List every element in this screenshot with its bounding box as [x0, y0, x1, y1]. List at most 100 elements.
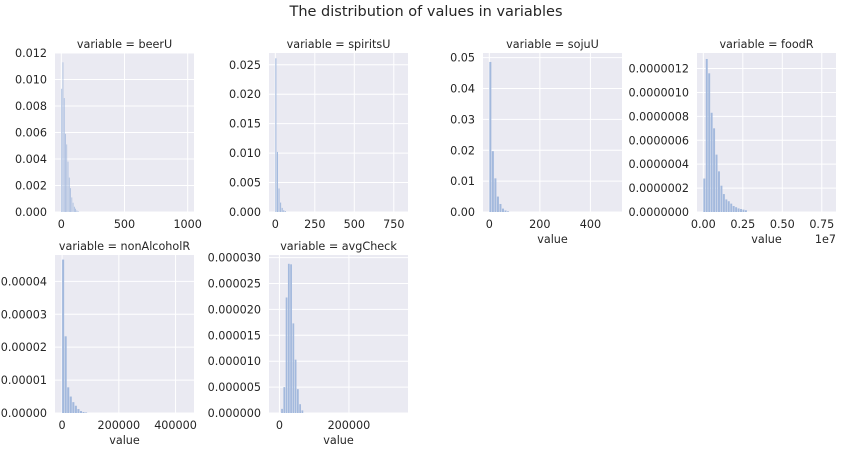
x-axis-label: value: [109, 434, 140, 447]
histogram-bar: [708, 73, 711, 213]
y-tick-label: 0.008: [15, 100, 47, 113]
histogram-bar: [68, 177, 70, 212]
histogram-bar: [296, 389, 299, 413]
histogram-bar: [62, 259, 65, 413]
histogram-bar: [499, 203, 502, 212]
histogram-bar: [66, 144, 68, 212]
facet-title: variable = beerU: [77, 38, 172, 51]
histogram-bar: [75, 208, 76, 212]
y-tick-label: 0.00: [450, 206, 475, 219]
histogram-bar: [283, 387, 286, 413]
y-tick-label: 0.000015: [208, 329, 261, 342]
x-offset-label: 1e7: [815, 233, 836, 246]
y-tick-label: 0.006: [15, 127, 47, 140]
histogram-bar: [278, 188, 280, 212]
y-tick-label: 0.0000006: [629, 134, 690, 147]
histogram-bar: [79, 411, 83, 413]
y-tick-label: 0.015: [229, 118, 261, 131]
histogram-bar: [72, 202, 74, 212]
histogram-bar: [67, 387, 70, 413]
x-tick-label: 0.00: [691, 218, 716, 231]
facet-panel: 0 250 500 750 0.000 0.005 0.010 0.015 0.020 0.025…: [229, 38, 408, 231]
histogram-bar: [501, 208, 504, 212]
facet-title: variable = foodR: [719, 38, 813, 51]
histogram-bar: [299, 404, 301, 413]
y-tick-label: 0.0000000: [629, 206, 690, 219]
x-tick-label: 0.75: [809, 218, 834, 231]
histogram-bar: [74, 405, 77, 413]
x-tick-label: 0: [58, 218, 65, 231]
histogram-bar: [710, 112, 713, 212]
histogram-bar: [69, 396, 72, 413]
histogram-bar: [67, 161, 69, 212]
histogram-bar: [722, 194, 725, 212]
x-tick-label: 400000: [154, 419, 197, 432]
x-tick-label: 0: [59, 419, 66, 432]
x-tick-label: 400: [580, 218, 601, 231]
histogram-bar: [720, 185, 723, 212]
y-tick-label: 0.000025: [208, 277, 261, 290]
y-tick-label: 0.0000010: [629, 86, 690, 99]
histogram-bar: [64, 336, 67, 413]
histogram-bar: [489, 61, 492, 212]
y-tick-label: 0.00000: [1, 407, 47, 420]
histogram-bar: [718, 171, 720, 212]
histogram-bar: [292, 323, 295, 413]
histogram-bar: [76, 210, 78, 212]
x-axis-label: value: [537, 233, 568, 246]
histogram-bar: [73, 206, 75, 212]
y-tick-label: 0.0000008: [629, 110, 690, 123]
y-tick-label: 0.02: [450, 144, 475, 157]
x-tick-label: 0.25: [730, 218, 755, 231]
histogram-bar: [740, 209, 742, 212]
y-tick-label: 0.0000002: [629, 182, 690, 195]
panel-background: [697, 53, 836, 212]
histogram-bar: [61, 88, 63, 212]
histogram-bar: [62, 62, 64, 213]
y-tick-label: 0.000010: [208, 355, 261, 368]
x-tick-label: 0: [272, 218, 279, 231]
facet-panel: 0 200000 400000 0.00000 0.00001 0.00002 0.0000…: [1, 240, 197, 447]
x-tick-label: 750: [383, 218, 404, 231]
y-tick-label: 0.004: [15, 153, 47, 166]
facet-panel: 0 200000 0.000000 0.000005 0.000010 0.000015 0…: [208, 240, 408, 447]
histogram-bar: [287, 263, 290, 413]
histogram-bar: [82, 412, 85, 413]
y-tick-label: 0.00004: [1, 275, 47, 288]
histogram-bar: [71, 197, 73, 212]
x-tick-label: 0.50: [770, 218, 795, 231]
histogram-bar: [65, 133, 66, 212]
histogram-bar: [715, 154, 718, 212]
y-tick-label: 0.010: [229, 147, 261, 160]
y-tick-label: 0.00001: [1, 374, 47, 387]
histogram-bar: [284, 211, 286, 212]
y-tick-label: 0.000000: [208, 407, 261, 420]
histogram-bar: [294, 359, 297, 413]
histogram-bar: [703, 178, 706, 212]
histogram-bar: [507, 211, 510, 212]
x-tick-label: 0: [276, 419, 283, 432]
y-tick-label: 0.010: [15, 74, 47, 87]
histogram-bar: [744, 210, 747, 212]
histogram-bar: [737, 208, 740, 212]
y-tick-label: 0.000005: [208, 381, 261, 394]
x-tick-label: 500: [344, 218, 365, 231]
y-tick-label: 0.05: [450, 52, 475, 65]
x-tick-label: 200000: [328, 419, 371, 432]
y-tick-label: 0.0000004: [629, 158, 690, 171]
x-tick-label: 0: [486, 218, 493, 231]
x-tick-label: 250: [304, 218, 325, 231]
histogram-bar: [290, 264, 292, 413]
panel-background: [269, 255, 408, 413]
y-tick-label: 0.03: [450, 113, 475, 126]
histogram-bar: [491, 151, 494, 212]
histogram-bar: [496, 196, 499, 212]
y-tick-label: 0.020: [229, 88, 261, 101]
y-tick-label: 0.025: [229, 59, 261, 72]
panel-background: [483, 53, 622, 212]
y-tick-label: 0.00003: [1, 308, 47, 321]
x-axis-label: value: [323, 434, 354, 447]
facet-panel: 0.00 0.25 0.50 0.75 0.0000000 0.0000002 0.0000…: [629, 38, 836, 246]
panel-background: [269, 53, 408, 212]
